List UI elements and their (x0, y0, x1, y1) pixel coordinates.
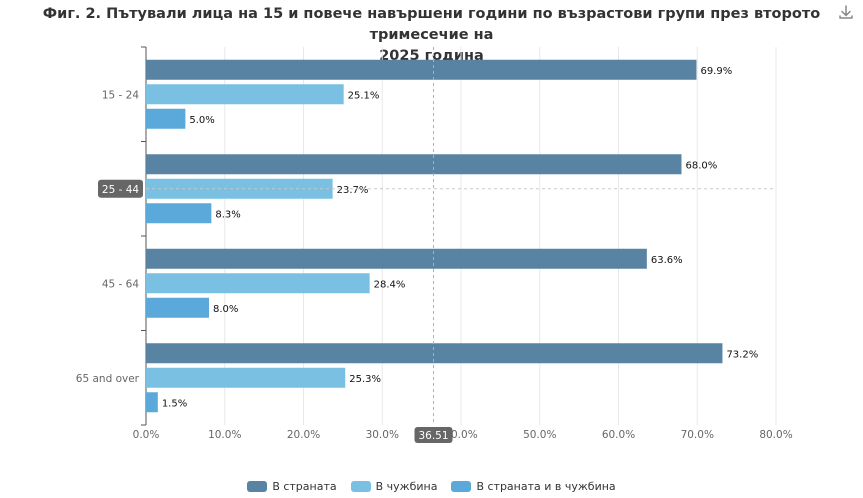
x-crosshair-label: 36.51 (418, 430, 448, 442)
bar (146, 59, 697, 80)
bar-chart: 0.0% 10.0% 20.0% 30.0% 40.0% 50.0% 60.0% 70.0% 8… (76, 46, 793, 443)
legend-swatch (247, 481, 268, 492)
legend-item[interactable]: В чужбина (350, 480, 438, 493)
data-label: 8.3% (215, 209, 240, 220)
x-tick-label: 30.0% (366, 429, 399, 441)
y-tick-label: 15 - 24 (102, 89, 140, 101)
x-tick-label: 80.0% (759, 429, 792, 441)
legend-label: В страната (272, 480, 337, 493)
chart-title-line-1: Фиг. 2. Пътували лица на 15 и повече нав… (42, 6, 821, 43)
data-label: 1.5% (162, 398, 187, 409)
data-label: 28.4% (374, 279, 406, 290)
chart-legend: В страната В чужбина В страната и в чужбин… (0, 480, 863, 493)
bar (146, 108, 186, 129)
x-tick-label: 70.0% (681, 429, 714, 441)
bar (146, 154, 682, 175)
y-tick-label: 65 and over (76, 373, 140, 385)
legend-item[interactable]: В страната (247, 480, 337, 493)
bar (146, 178, 333, 199)
y-tick-label: 45 - 64 (102, 278, 140, 290)
bar (146, 203, 212, 224)
legend-swatch (350, 481, 371, 492)
legend-label: В чужбина (375, 480, 438, 493)
legend-swatch (451, 481, 472, 492)
data-label: 5.0% (189, 115, 214, 126)
bar (146, 367, 346, 388)
x-tick-label: 60.0% (602, 429, 635, 441)
legend-item[interactable]: В страната и в чужбина (451, 480, 616, 493)
bar (146, 297, 209, 318)
data-label: 8.0% (213, 304, 238, 315)
data-label: 68.0% (686, 160, 718, 171)
legend-label: В страната и в чужбина (476, 480, 616, 493)
data-label: 25.1% (348, 90, 380, 101)
y-crosshair-badge (98, 179, 143, 198)
y-tick-label: 25 - 44 (102, 184, 140, 196)
data-label: 69.9% (700, 66, 732, 77)
bar (146, 84, 344, 105)
data-label: 23.7% (337, 185, 369, 196)
data-label: 73.2% (726, 349, 758, 360)
bar (146, 392, 158, 413)
x-tick-label: 40.0% (444, 429, 477, 441)
bar (146, 248, 647, 269)
x-tick-label: 0.0% (133, 429, 160, 441)
data-label: 63.6% (651, 255, 683, 266)
x-tick-label: 20.0% (287, 429, 320, 441)
bar (146, 273, 370, 294)
x-tick-label: 10.0% (208, 429, 241, 441)
x-tick-label: 50.0% (523, 429, 556, 441)
data-label: 25.3% (349, 374, 381, 385)
download-icon[interactable] (837, 3, 855, 21)
bar (146, 343, 723, 364)
x-crosshair-badge (414, 427, 453, 443)
